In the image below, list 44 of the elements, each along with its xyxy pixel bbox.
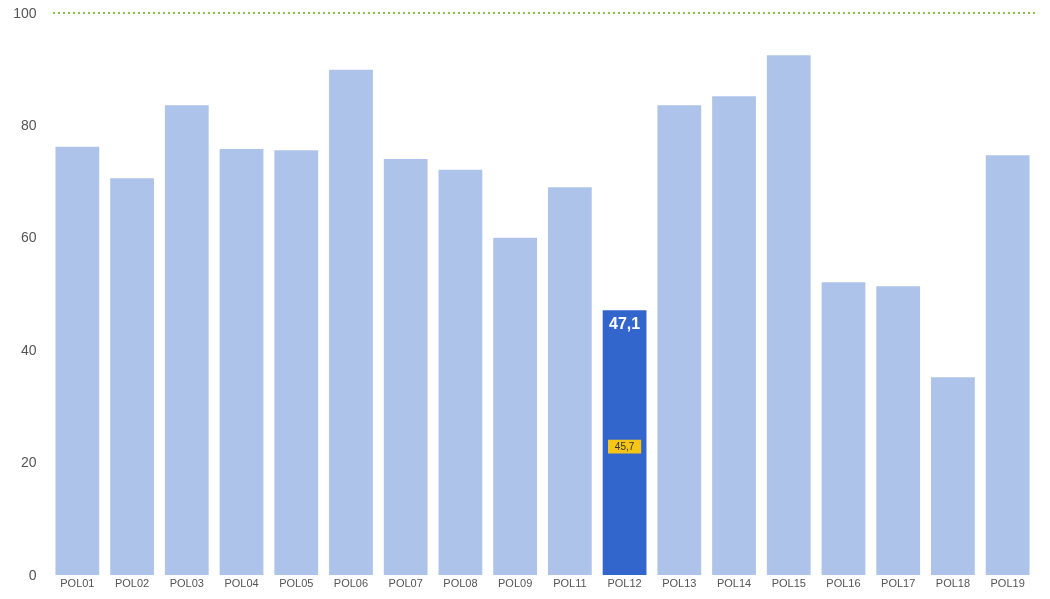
x-tick-label: POL19 xyxy=(990,576,1025,589)
bar xyxy=(602,310,647,575)
x-tick-label: POL02 xyxy=(114,576,150,589)
bar xyxy=(164,105,209,575)
x-tick-label: POL13 xyxy=(662,576,697,589)
y-tick-label: 60 xyxy=(20,229,37,246)
x-tick-label: POL11 xyxy=(553,576,587,589)
y-tick-label: 80 xyxy=(20,116,37,133)
x-tick-label: POL18 xyxy=(935,576,971,589)
bar xyxy=(329,69,373,575)
bar xyxy=(219,149,264,575)
y-tick-label: 100 xyxy=(13,4,37,21)
bar xyxy=(383,159,428,575)
x-tick-label: POL15 xyxy=(771,576,806,589)
bar xyxy=(55,146,100,575)
y-tick-label: 0 xyxy=(28,566,37,583)
bar xyxy=(438,169,483,575)
bar xyxy=(274,150,319,575)
bar xyxy=(110,178,154,575)
data-label: 47,1 xyxy=(609,315,641,333)
bar xyxy=(931,377,975,575)
bar xyxy=(547,187,592,575)
x-tick-label: POL09 xyxy=(498,576,533,589)
annotation: 45,7 xyxy=(614,440,635,452)
bar xyxy=(657,105,702,575)
x-tick-label: POL08 xyxy=(443,576,478,589)
x-tick-label: POL04 xyxy=(224,576,259,589)
y-tick-label: 40 xyxy=(20,341,37,358)
x-tick-label: POL12 xyxy=(607,576,642,589)
bar xyxy=(821,282,866,575)
bar xyxy=(712,96,756,575)
x-tick-label: POL01 xyxy=(60,576,95,589)
y-tick-label: 20 xyxy=(20,454,37,471)
x-tick-label: POL16 xyxy=(826,576,861,589)
x-tick-label: POL14 xyxy=(716,576,752,589)
bar xyxy=(876,286,921,575)
x-tick-label: POL07 xyxy=(388,576,423,589)
x-tick-label: POL17 xyxy=(881,576,916,589)
x-tick-label: POL05 xyxy=(279,576,314,589)
bar xyxy=(493,237,538,575)
bar xyxy=(766,55,811,575)
x-tick-label: POL06 xyxy=(333,576,369,589)
x-tick-label: POL03 xyxy=(169,576,204,589)
bar xyxy=(985,155,1030,575)
